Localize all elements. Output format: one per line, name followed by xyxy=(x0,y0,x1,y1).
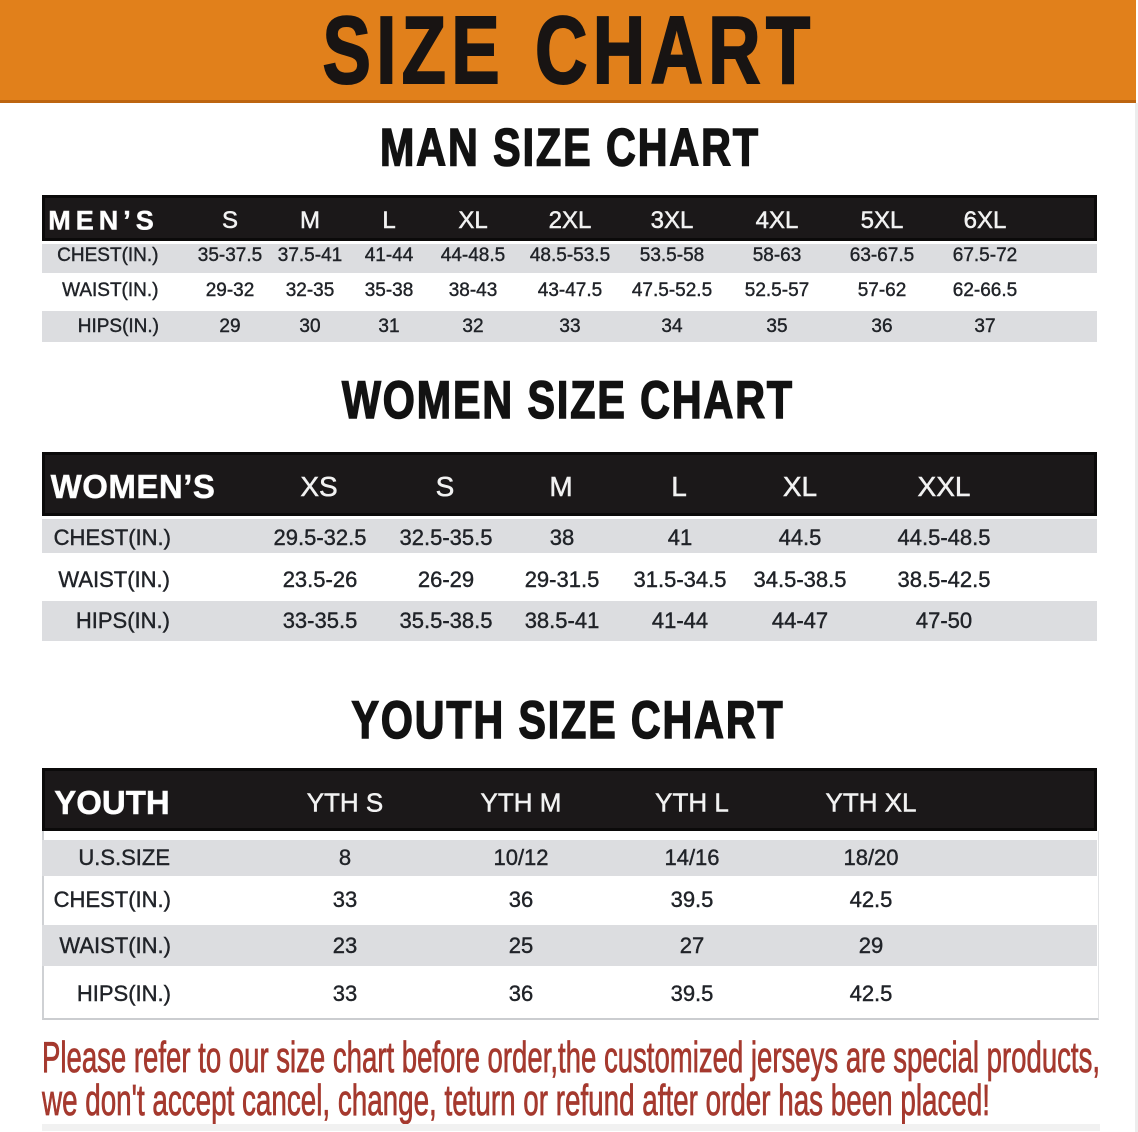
svg-text:MAN SIZE CHART: MAN SIZE CHART xyxy=(380,119,760,178)
svg-text:Please refer to our size chart: Please refer to our size chart before or… xyxy=(42,1033,1100,1082)
svg-text:WOMEN SIZE CHART: WOMEN SIZE CHART xyxy=(342,371,794,430)
svg-text:SIZE CHART: SIZE CHART xyxy=(323,0,816,104)
svg-text:we don't accept cancel, change: we don't accept cancel, change, teturn o… xyxy=(41,1076,990,1125)
svg-text:YOUTH SIZE CHART: YOUTH SIZE CHART xyxy=(352,691,785,750)
